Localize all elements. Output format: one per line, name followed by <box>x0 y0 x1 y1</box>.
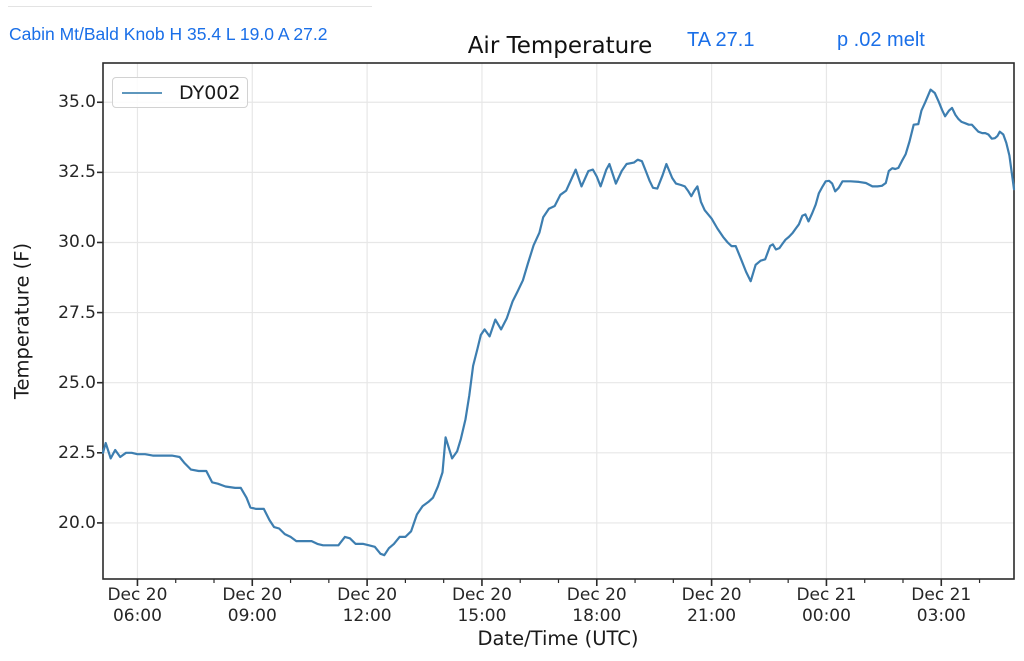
x-tick-time: 09:00 <box>227 606 277 626</box>
current-temp-annotation: TA 27.1 <box>687 29 755 51</box>
y-tick-label: 25.0 <box>58 372 96 393</box>
x-tick-time: 00:00 <box>801 606 851 626</box>
x-tick-date: Dec 21 <box>796 585 857 605</box>
y-tick-label: 27.5 <box>58 302 96 323</box>
x-tick-date: Dec 21 <box>911 585 972 605</box>
plot-border <box>102 62 1015 580</box>
y-axis-label: Temperature (F) <box>10 242 34 400</box>
x-tick-label: Dec 20 18:00 <box>545 585 649 627</box>
x-tick-date: Dec 20 <box>337 585 398 605</box>
legend-line-icon <box>122 91 162 94</box>
x-tick-date: Dec 20 <box>566 585 627 605</box>
x-tick-time: 15:00 <box>457 606 507 626</box>
x-tick-label: Dec 20 09:00 <box>200 585 304 627</box>
x-axis-label: Date/Time (UTC) <box>477 627 639 650</box>
x-tick-label: Dec 20 06:00 <box>85 585 189 627</box>
top-divider <box>8 6 372 7</box>
x-tick-time: 21:00 <box>687 606 737 626</box>
x-tick-label: Dec 20 12:00 <box>315 585 419 627</box>
x-tick-date: Dec 20 <box>222 585 283 605</box>
x-tick-time: 03:00 <box>916 606 966 626</box>
station-stats-annotation: Cabin Mt/Bald Knob H 35.4 L 19.0 A 27.2 <box>9 24 328 44</box>
x-tick-date: Dec 20 <box>451 585 512 605</box>
legend-series-label: DY002 <box>179 81 241 104</box>
x-tick-label: Dec 21 00:00 <box>774 585 878 627</box>
temperature-line-DY002 <box>101 88 1016 557</box>
x-tick-time: 18:00 <box>572 606 622 626</box>
precip-melt-annotation: p .02 melt <box>837 29 925 51</box>
x-tick-time: 12:00 <box>342 606 392 626</box>
x-tick-date: Dec 20 <box>681 585 742 605</box>
x-tick-label: Dec 21 03:00 <box>889 585 993 627</box>
legend: DY002 <box>112 77 248 108</box>
y-tick-label: 32.5 <box>58 162 96 183</box>
x-tick-label: Dec 20 21:00 <box>660 585 764 627</box>
chart-title: Air Temperature <box>467 33 653 59</box>
x-tick-time: 06:00 <box>112 606 162 626</box>
y-tick-label: 30.0 <box>58 232 96 253</box>
y-tick-label: 35.0 <box>58 92 96 113</box>
y-tick-label: 22.5 <box>58 442 96 463</box>
x-tick-label: Dec 20 15:00 <box>430 585 534 627</box>
y-tick-label: 20.0 <box>58 512 96 533</box>
x-tick-date: Dec 20 <box>107 585 168 605</box>
